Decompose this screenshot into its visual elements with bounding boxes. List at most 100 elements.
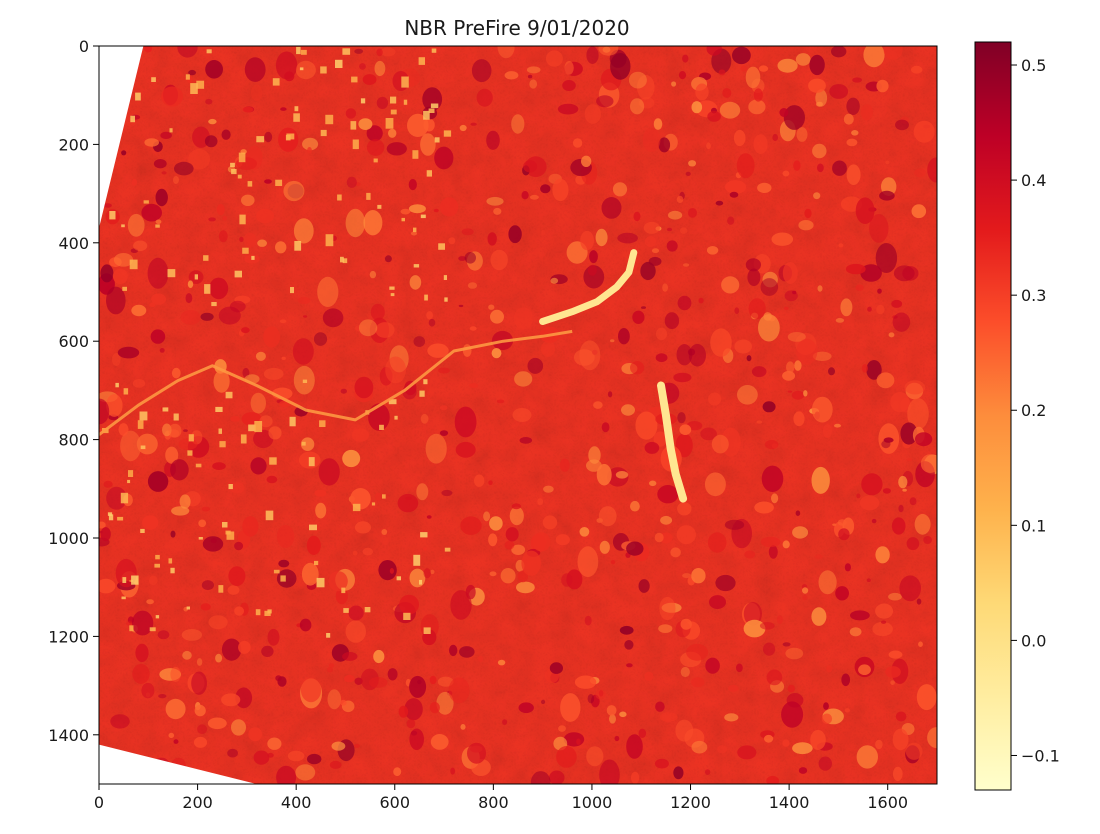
raster-patch <box>143 200 149 204</box>
raster-patch <box>409 568 426 588</box>
raster-patch <box>187 280 194 289</box>
raster-patch <box>99 578 116 594</box>
raster-patch <box>327 689 342 710</box>
raster-patch <box>512 408 532 422</box>
raster-patch <box>486 196 504 206</box>
raster-patch <box>273 569 280 574</box>
raster-patch <box>146 599 154 605</box>
raster-patch <box>266 475 278 484</box>
raster-patch <box>817 285 823 292</box>
raster-patch <box>648 256 662 266</box>
raster-patch <box>239 236 244 242</box>
raster-patch <box>292 338 314 365</box>
raster-patch <box>390 109 397 115</box>
raster-patch <box>234 541 244 551</box>
raster-patch <box>374 492 382 501</box>
raster-patch <box>122 286 127 291</box>
raster-patch <box>428 318 436 327</box>
raster-patch <box>301 441 306 446</box>
raster-patch <box>180 310 201 325</box>
raster-patch <box>852 77 862 83</box>
raster-patch <box>198 519 207 528</box>
raster-patch <box>381 529 388 535</box>
raster-patch <box>923 536 932 544</box>
raster-patch <box>268 426 282 440</box>
raster-patch <box>831 46 847 58</box>
raster-patch <box>210 538 217 544</box>
raster-patch <box>253 429 274 449</box>
raster-patch <box>906 537 920 551</box>
raster-patch <box>409 275 422 290</box>
raster-patch <box>345 108 357 119</box>
raster-patch <box>580 230 594 251</box>
raster-patch <box>564 61 574 75</box>
raster-patch <box>601 197 622 219</box>
raster-patch <box>618 328 630 345</box>
raster-patch <box>181 629 203 641</box>
raster-patch <box>733 129 746 147</box>
raster-patch <box>295 764 316 781</box>
raster-patch <box>642 128 661 152</box>
raster-patch <box>502 719 508 725</box>
raster-patch <box>920 454 937 474</box>
raster-patch <box>331 741 346 751</box>
raster-patch <box>276 765 297 784</box>
raster-patch <box>754 501 774 514</box>
raster-patch <box>127 479 131 484</box>
raster-patch <box>691 568 706 584</box>
raster-patch <box>279 319 287 324</box>
raster-patch <box>513 307 533 330</box>
raster-patch <box>704 472 726 497</box>
raster-patch <box>541 229 546 236</box>
raster-patch <box>237 174 242 179</box>
raster-patch <box>135 643 149 663</box>
raster-patch <box>388 128 397 138</box>
raster-patch <box>341 587 346 594</box>
raster-patch <box>918 641 923 647</box>
raster-patch <box>556 746 577 768</box>
colorbar-tick-label: 0.0 <box>1021 631 1046 650</box>
raster-patch <box>875 546 890 564</box>
raster-patch <box>732 46 751 65</box>
raster-patch <box>493 207 502 215</box>
raster-patch <box>250 457 267 475</box>
raster-patch <box>251 255 255 260</box>
raster-patch <box>748 298 766 319</box>
raster-patch <box>215 653 223 663</box>
raster-patch <box>401 217 405 222</box>
raster-patch <box>753 134 768 155</box>
plot-area: 0 200 400 600 800 1000 1200 1400 1600 0 200 400 600… <box>48 37 938 812</box>
raster-patch <box>760 278 779 296</box>
raster-patch <box>459 646 475 658</box>
raster-patch <box>915 432 933 447</box>
raster-patch <box>550 277 559 284</box>
raster-patch <box>572 138 583 148</box>
raster-patch <box>658 137 671 153</box>
colorbar-ticks: 0.5 0.4 0.3 0.2 0.1 0.0 −0.1 <box>1011 56 1060 765</box>
raster-patch <box>307 753 322 765</box>
raster-patch <box>302 137 319 151</box>
raster-patch <box>651 248 660 254</box>
raster-patch <box>244 57 266 82</box>
raster-patch <box>768 545 778 559</box>
raster-patch <box>377 204 382 209</box>
raster-patch <box>397 493 419 513</box>
raster-patch <box>399 594 419 615</box>
raster-patch <box>849 627 862 637</box>
raster-patch <box>329 760 342 769</box>
raster-patch <box>818 756 832 771</box>
raster-patch <box>326 633 331 638</box>
colorbar-tick-label: 0.4 <box>1021 171 1046 190</box>
raster-patch <box>201 580 214 591</box>
raster-patch <box>719 101 741 119</box>
raster-patch <box>822 424 833 438</box>
raster-patch <box>195 463 202 468</box>
raster-patch <box>599 759 620 784</box>
raster-patch <box>519 437 533 444</box>
raster-patch <box>596 463 612 486</box>
raster-patch <box>423 627 431 634</box>
raster-patch <box>155 188 168 207</box>
raster-patch <box>516 581 535 594</box>
raster-patch <box>461 228 474 236</box>
raster-patch <box>888 592 902 601</box>
